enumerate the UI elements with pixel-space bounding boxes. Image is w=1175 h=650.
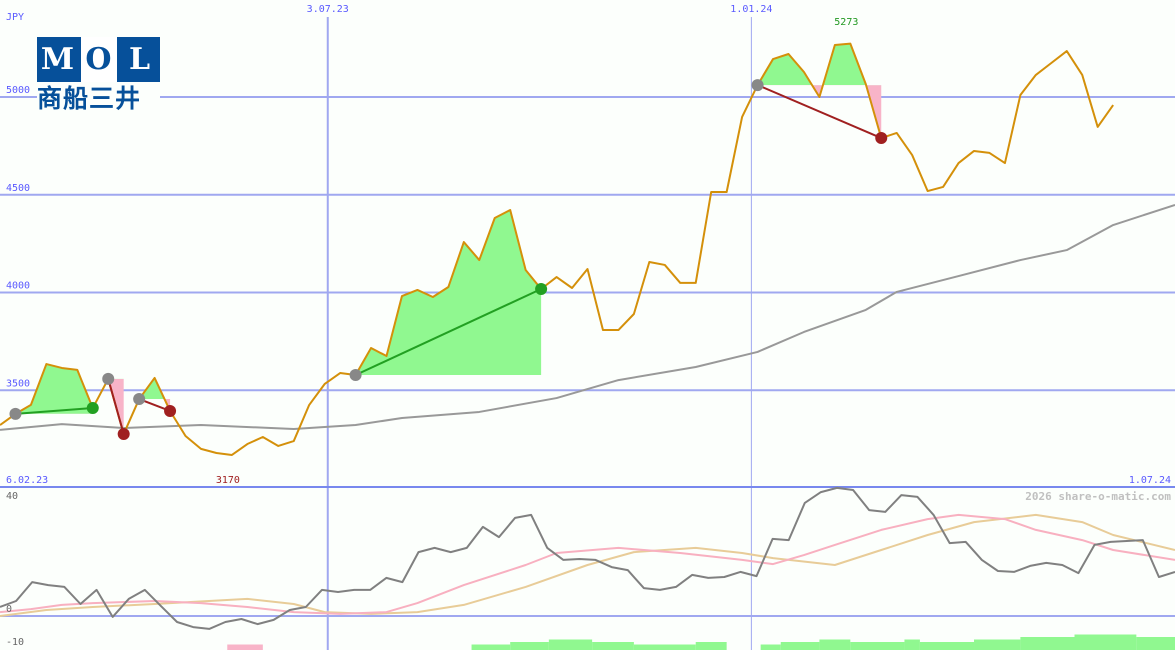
- oscillator-tick-label: 0: [6, 604, 12, 615]
- trade-entry-marker: [133, 393, 146, 406]
- histogram-bar: [227, 644, 263, 650]
- histogram-bar: [780, 642, 820, 650]
- trade-line: [15, 407, 93, 415]
- trade-line: [355, 288, 542, 376]
- trade-line: [107, 378, 125, 435]
- histogram-bar: [760, 644, 781, 650]
- axis-labels: JPY 2026 share-o-matic.com 3500 4000 4500 5…: [6, 4, 1171, 648]
- trade-exit-marker: [164, 404, 177, 417]
- histogram-bar: [904, 639, 920, 650]
- trade-exit-marker: [535, 282, 548, 295]
- momentum-line: [0, 486, 1175, 630]
- histogram-bar: [548, 639, 593, 650]
- histogram-bar: [819, 639, 851, 650]
- histogram-bar: [592, 642, 634, 650]
- watermark: 2026 share-o-matic.com: [1025, 490, 1171, 503]
- histogram-bar: [850, 642, 905, 650]
- trade-entry-marker: [102, 372, 115, 385]
- date-tick-label: 1.01.24: [730, 4, 772, 15]
- histogram-bar: [695, 642, 727, 650]
- trade-gain-area: [139, 377, 171, 400]
- momentum-ma1-line: [0, 513, 1175, 615]
- trade-gain-area: [355, 209, 542, 376]
- momentum-ma2-line: [0, 513, 1175, 617]
- low-price-label: 3170: [216, 475, 240, 486]
- histogram-bar: [1074, 634, 1137, 650]
- date-tick-label: 3.07.23: [307, 4, 349, 15]
- trade-loss-area: [139, 399, 171, 411]
- histogram-bar: [1136, 637, 1175, 650]
- histogram-bar: [974, 639, 1021, 650]
- moving-average-line: [0, 203, 1175, 431]
- trade-entry-marker: [751, 79, 764, 92]
- trade-exit-marker: [86, 402, 99, 415]
- currency-label: JPY: [6, 12, 24, 23]
- price-tick-label: 4000: [6, 281, 30, 292]
- high-price-label: 5273: [834, 17, 858, 28]
- price-tick-label: 4500: [6, 183, 30, 194]
- histogram-bar: [919, 642, 975, 650]
- price-tick-label: 3500: [6, 378, 30, 389]
- trade-entry-marker: [349, 369, 362, 382]
- histogram-bar: [633, 644, 696, 650]
- date-tick-label: 6.02.23: [6, 475, 48, 486]
- trade-markers: [9, 79, 888, 441]
- price-tick-label: 5000: [6, 85, 30, 96]
- histogram-bar: [510, 642, 549, 650]
- series-lines: [0, 42, 1175, 630]
- oscillator-tick-label: 40: [6, 491, 18, 502]
- histogram-bar: [471, 644, 511, 650]
- trade-entry-marker: [9, 407, 22, 420]
- oscillator-tick-label: -10: [6, 637, 24, 648]
- trade-gain-area: [15, 364, 93, 414]
- trade-exit-marker: [875, 132, 888, 145]
- date-tick-label: 1.07.24: [1129, 475, 1171, 486]
- trade-line: [757, 84, 882, 139]
- histogram-bar: [1020, 637, 1075, 650]
- price-line: [0, 42, 1114, 456]
- grid: [0, 17, 1175, 650]
- trade-exit-marker: [117, 428, 130, 441]
